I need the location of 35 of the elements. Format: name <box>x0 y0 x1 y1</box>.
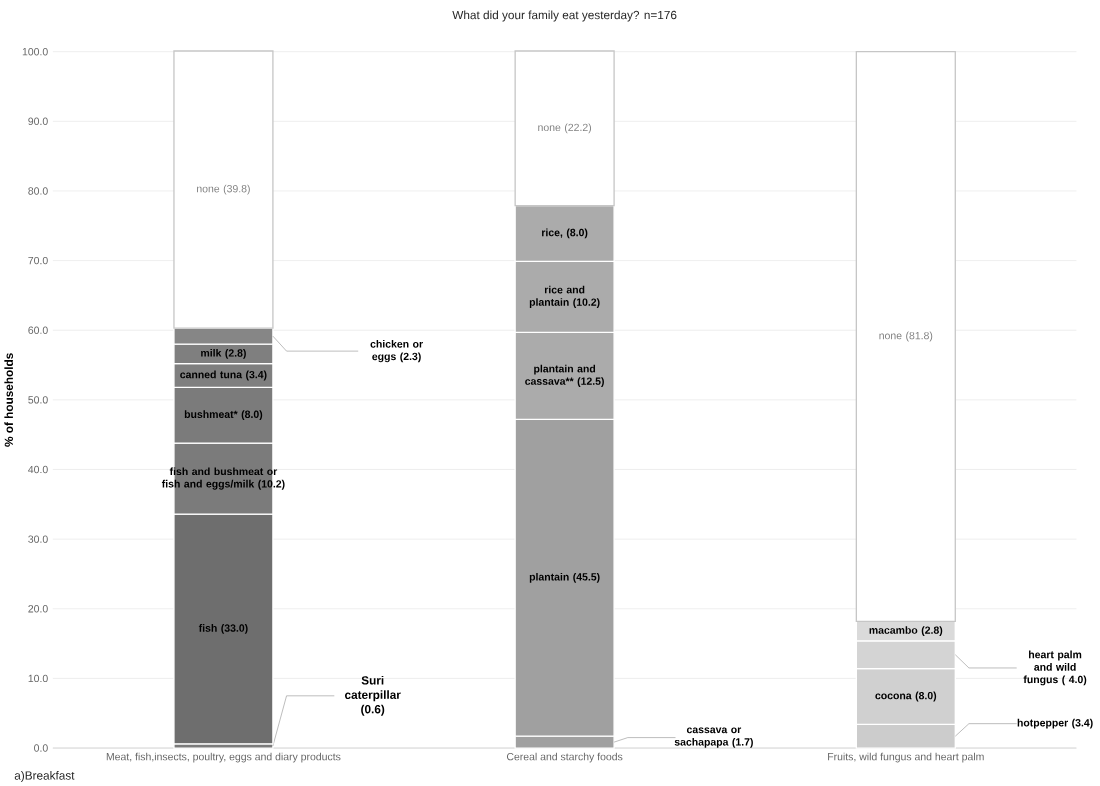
y-tick-label: 40.0 <box>28 465 48 474</box>
chart-title: What did your family eat yesterday? n=176 <box>452 10 677 22</box>
y-tick-label: 30.0 <box>28 535 48 543</box>
y-tick-label: 70.0 <box>28 256 48 265</box>
data-label: plantain (45.5) <box>529 572 600 583</box>
data-label: bushmeat* (8.0) <box>184 410 263 420</box>
data-label: none (39.8) <box>197 184 250 195</box>
x-tick-label: Meat, fish,insects, poultry, eggs and diary products <box>106 752 341 763</box>
y-tick-label: 90.0 <box>28 117 48 125</box>
data-label: macambo (2.8) <box>869 625 943 636</box>
data-label: cocona (8.0) <box>875 691 937 702</box>
y-tick-label: 20.0 <box>28 604 48 613</box>
data-label: chicken or eggs (2.3) <box>370 339 423 363</box>
data-label: milk (2.8) <box>201 348 246 359</box>
data-label: plantain and cassava** (12.5) <box>525 364 604 387</box>
data-label: fish (33.0) <box>198 623 248 634</box>
y-tick-label: 0.0 <box>34 744 48 752</box>
x-tick-label: Cereal and starchy foods <box>506 752 623 763</box>
data-label: rice, (8.0) <box>542 228 588 239</box>
data-label: none (81.8) <box>879 331 933 342</box>
y-tick-label: 10.0 <box>28 674 48 682</box>
y-tick-label: 80.0 <box>28 187 48 195</box>
data-label: none (22.2) <box>538 123 592 133</box>
data-label: canned tuna (3.4) <box>180 370 267 381</box>
y-tick-label: 60.0 <box>28 326 48 334</box>
y-tick-label: 50.0 <box>28 395 48 404</box>
data-label: heart palm and wild fungus ( 4.0) <box>1023 650 1087 686</box>
data-label: Suri caterpillar (0.6) <box>344 675 401 716</box>
data-label: cassava or sachapapa (1.7) <box>674 727 753 748</box>
data-label: rice and plantain (10.2) <box>529 285 600 308</box>
y-tick-label: 100.0 <box>22 47 48 56</box>
data-label: hotpepper (3.4) <box>1017 718 1093 729</box>
y-axis-title: % of households <box>4 353 14 447</box>
x-tick-label: Fruits, wild fungus and heart palm <box>828 752 984 763</box>
text: a)Breakfast <box>14 770 75 782</box>
